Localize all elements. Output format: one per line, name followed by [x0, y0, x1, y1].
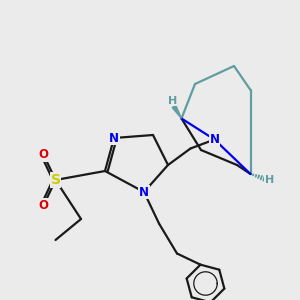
Text: O: O — [38, 148, 49, 161]
Polygon shape — [172, 105, 182, 119]
Text: S: S — [50, 173, 61, 187]
Text: N: N — [139, 185, 149, 199]
Text: H: H — [168, 95, 177, 106]
Text: O: O — [38, 199, 49, 212]
Text: N: N — [109, 131, 119, 145]
Text: H: H — [265, 175, 274, 185]
Text: N: N — [209, 133, 220, 146]
